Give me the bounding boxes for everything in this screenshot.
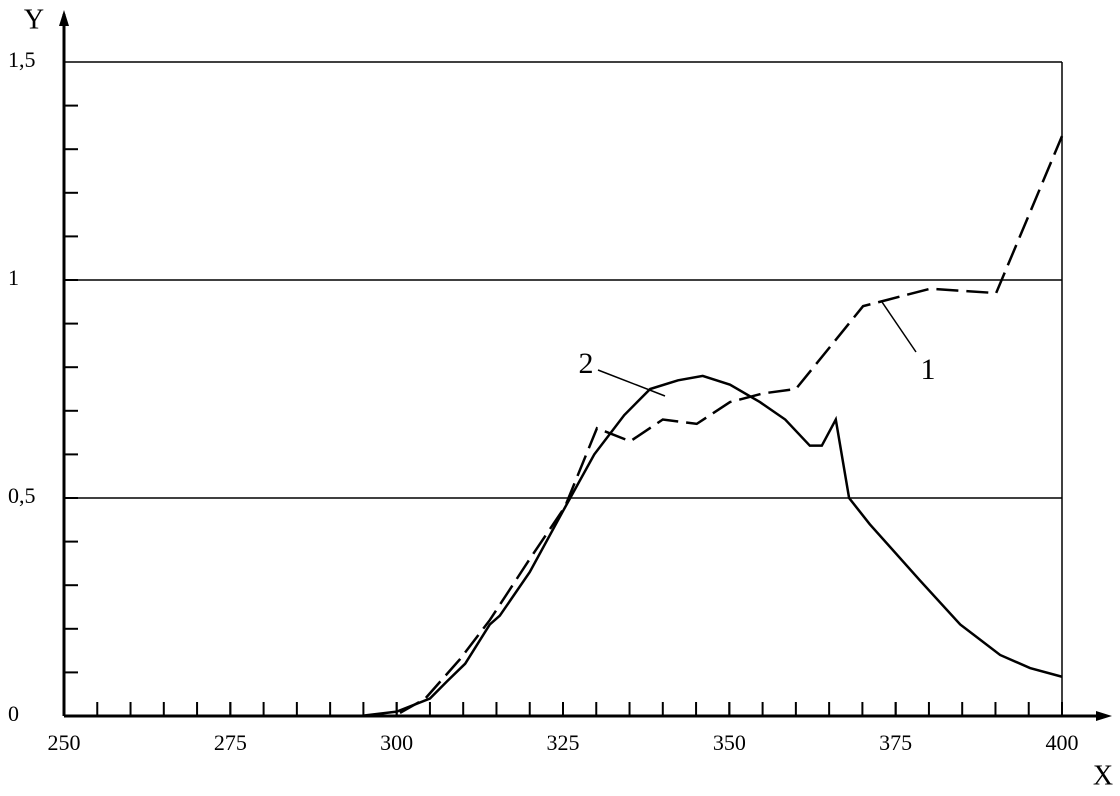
x-tick-label: 300 xyxy=(380,730,413,755)
x-axis-arrow xyxy=(1096,711,1112,721)
x-tick-label: 375 xyxy=(879,730,912,755)
series-line xyxy=(359,374,1063,718)
y-axis-label: Y xyxy=(24,4,44,35)
y-axis-arrow xyxy=(59,10,69,26)
series-leader xyxy=(597,369,666,397)
x-tick-label: 250 xyxy=(48,730,81,755)
y-tick-label: 1,5 xyxy=(8,47,36,72)
series-line xyxy=(399,135,1064,715)
x-tick-label: 325 xyxy=(547,730,580,755)
x-axis-label: X xyxy=(1093,760,1113,791)
series-leader xyxy=(881,301,917,353)
y-tick-label: 1 xyxy=(8,265,19,290)
x-tick-label: 350 xyxy=(713,730,746,755)
series-label: 1 xyxy=(921,353,936,386)
y-tick-label: 0 xyxy=(8,701,19,726)
y-tick-label: 0,5 xyxy=(8,483,36,508)
x-tick-label: 275 xyxy=(214,730,247,755)
x-tick-label: 400 xyxy=(1046,730,1079,755)
series-label: 2 xyxy=(579,347,594,380)
